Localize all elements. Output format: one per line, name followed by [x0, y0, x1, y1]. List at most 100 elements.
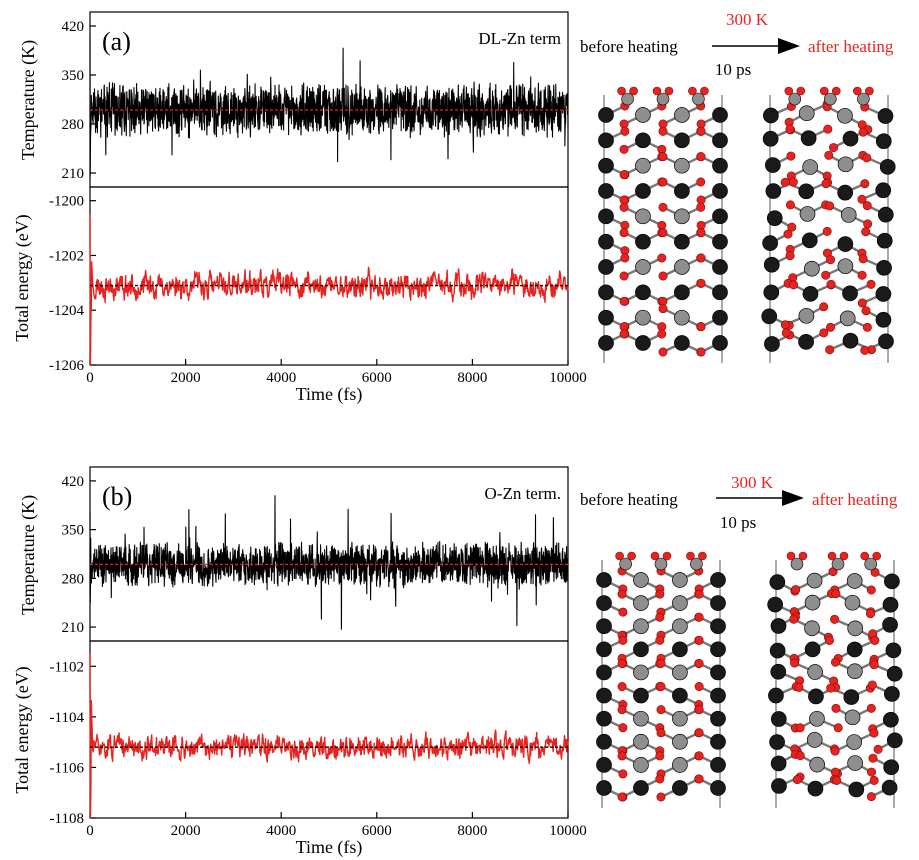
x-tick-label: 6000 — [362, 370, 392, 386]
panel-b-energy-ylabel: Total energy (eV) — [12, 666, 33, 793]
oxygen-atom — [696, 177, 706, 187]
zinc-atom — [846, 573, 863, 589]
black-atom — [877, 108, 894, 124]
oxygen-atom — [655, 589, 665, 599]
oxygen-atom — [618, 607, 628, 617]
series-line — [89, 214, 569, 366]
black-atom — [712, 335, 728, 351]
surface-atom — [788, 92, 802, 106]
oxygen-atom — [694, 658, 704, 668]
black-atom — [842, 332, 859, 349]
black-atom — [672, 687, 688, 704]
black-atom — [879, 158, 896, 175]
black-atom — [798, 183, 815, 200]
oxygen-atom — [655, 612, 665, 622]
black-atom — [598, 183, 614, 199]
oxygen-atom — [795, 751, 805, 761]
panel-b-structures — [596, 551, 903, 808]
oxygen-atom — [833, 723, 843, 733]
black-atom — [802, 286, 819, 302]
black-atom — [674, 335, 690, 351]
black-atom — [598, 259, 614, 275]
y-tick-label: 210 — [62, 166, 85, 182]
panel-a-xlabel: Time (fs) — [296, 384, 363, 405]
black-atom — [712, 132, 728, 149]
panel-b-before-label: before heating — [580, 490, 678, 509]
black-atom — [771, 778, 787, 794]
black-atom — [770, 663, 787, 680]
zinc-atom — [633, 618, 649, 635]
surface-atom — [864, 557, 877, 571]
oxygen-atom — [861, 306, 871, 316]
oxygen-atom — [822, 226, 832, 236]
black-atom — [763, 284, 780, 301]
zinc-atom — [674, 157, 690, 174]
zinc-atom — [802, 159, 818, 175]
black-atom — [804, 641, 821, 658]
oxygen-atom — [696, 126, 706, 136]
black-atom — [672, 641, 688, 658]
zinc-atom — [635, 107, 651, 123]
y-tick-label: 280 — [62, 117, 85, 133]
x-tick-label: 10000 — [549, 370, 587, 386]
oxygen-atom — [791, 585, 801, 595]
black-atom — [769, 642, 786, 659]
black-atom — [633, 687, 649, 704]
y-tick-label: -1108 — [50, 811, 84, 827]
crystal-structure — [596, 551, 726, 808]
zinc-atom — [837, 156, 854, 173]
black-atom — [712, 183, 728, 199]
oxygen-atom — [857, 298, 867, 308]
black-atom — [876, 232, 893, 249]
black-atom — [764, 336, 780, 352]
oxygen-atom — [619, 296, 629, 306]
zinc-atom — [837, 107, 853, 124]
zinc-atom — [633, 664, 649, 681]
surface-atom — [690, 557, 703, 571]
panel-b-temperature-plot: 210 280 350 420 — [62, 474, 569, 636]
oxygen-atom — [783, 229, 793, 239]
surface-atom — [654, 557, 668, 571]
black-atom — [769, 734, 785, 750]
surface-atom — [823, 92, 837, 106]
black-atom — [710, 687, 726, 704]
oxygen-atom — [627, 551, 636, 561]
series-line — [89, 36, 569, 178]
black-atom — [878, 333, 894, 350]
oxygen-atom — [819, 302, 829, 312]
y-tick-label: 350 — [62, 68, 85, 84]
oxygen-atom — [862, 201, 872, 211]
oxygen-atom — [827, 551, 837, 561]
black-atom — [882, 616, 898, 633]
oxygen-atom — [650, 551, 660, 561]
oxygen-atom — [826, 322, 836, 332]
oxygen-atom — [658, 177, 668, 187]
oxygen-atom — [830, 614, 840, 624]
panel-b-arrow-head — [782, 490, 804, 506]
black-atom — [842, 285, 858, 302]
surface-atom — [831, 557, 845, 571]
oxygen-atom — [790, 658, 800, 668]
black-atom — [710, 595, 726, 611]
oxygen-atom — [826, 279, 836, 289]
oxygen-atom — [792, 775, 802, 785]
oxygen-atom — [785, 200, 795, 210]
black-atom — [842, 130, 859, 147]
oxygen-atom — [694, 635, 704, 645]
oxygen-atom — [863, 219, 873, 229]
oxygen-atom — [865, 609, 875, 619]
black-atom — [674, 132, 690, 149]
oxygen-atom — [657, 329, 667, 339]
surface-atom — [857, 92, 870, 106]
panel-a-energy-plot: -1206 -1204 -1202 -1200 0 2000 4000 6000 8000 100… — [49, 194, 587, 386]
black-atom — [846, 641, 863, 658]
black-atom — [884, 686, 900, 702]
x-tick-label: 10000 — [549, 823, 587, 839]
black-atom — [712, 107, 728, 123]
panel-b-label: (b) — [102, 482, 132, 511]
black-atom — [712, 284, 728, 301]
zinc-atom — [839, 310, 856, 327]
oxygen-atom — [696, 228, 706, 238]
zinc-atom — [806, 732, 823, 748]
